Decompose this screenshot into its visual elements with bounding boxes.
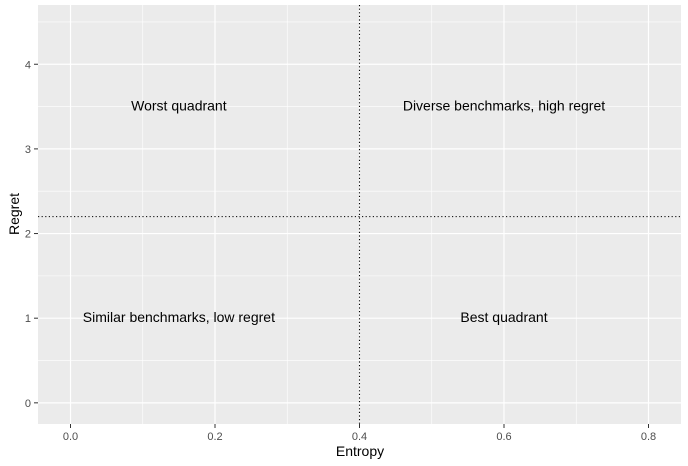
reference-lines — [38, 5, 681, 424]
y-tick-label: 2 — [25, 229, 31, 241]
quadrant-annotation: Worst quadrant — [131, 97, 227, 113]
x-tick-label: 0.0 — [63, 431, 78, 443]
y-tick-label: 4 — [25, 59, 31, 71]
x-axis-title: Entropy — [336, 443, 384, 459]
y-tick-label: 1 — [25, 313, 31, 325]
quadrant-annotation: Best quadrant — [460, 309, 547, 325]
x-tick-label: 0.4 — [352, 431, 367, 443]
major-gridlines — [38, 5, 681, 424]
quadrant-annotation: Similar benchmarks, low regret — [83, 309, 275, 325]
annotations: Worst quadrant Diverse benchmarks, high r… — [83, 97, 605, 325]
x-tick-label: 0.2 — [207, 431, 222, 443]
x-tick-label: 0.6 — [496, 431, 511, 443]
y-tick-label: 3 — [25, 144, 31, 156]
quadrant-annotation: Diverse benchmarks, high regret — [403, 97, 605, 113]
x-axis: 0.0 0.2 0.4 0.6 0.8 — [63, 424, 656, 443]
y-axis-title: Regret — [6, 193, 22, 235]
y-axis: 0 1 2 3 4 — [25, 59, 38, 410]
y-tick-label: 0 — [25, 398, 31, 410]
x-tick-label: 0.8 — [641, 431, 656, 443]
